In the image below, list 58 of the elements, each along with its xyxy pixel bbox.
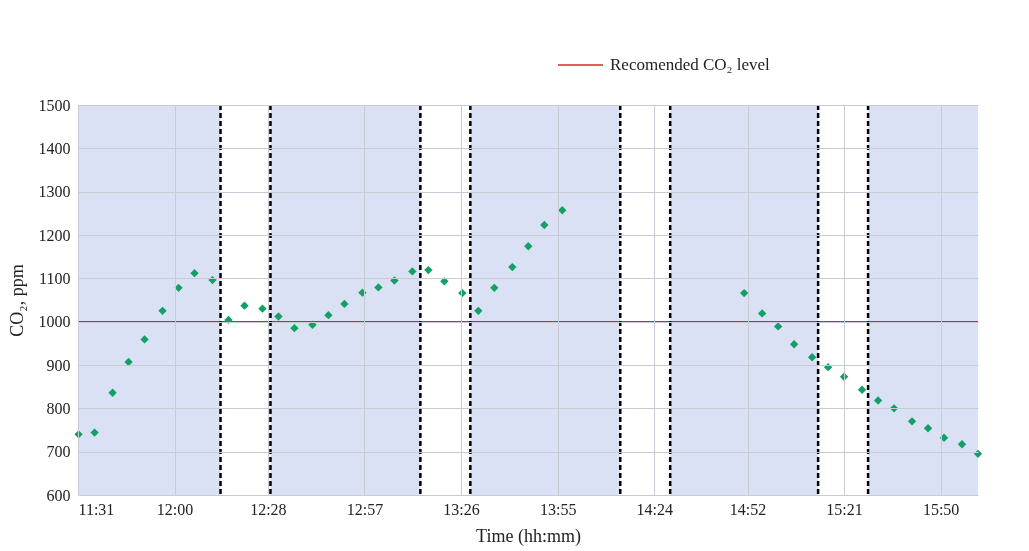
- point: [308, 320, 317, 329]
- legend-label: Recomended CO₂ level: [610, 55, 771, 74]
- point: [440, 277, 449, 286]
- point: [390, 276, 399, 285]
- x-tick-label: 11:31: [78, 500, 115, 518]
- y-tick-label: 700: [46, 443, 71, 461]
- point: [240, 301, 249, 310]
- x-tick-label: 12:28: [250, 500, 287, 518]
- point: [324, 310, 333, 320]
- point: [773, 322, 783, 331]
- y-axis-title: CO₂, ppm: [6, 264, 27, 337]
- y-tick-label: 600: [46, 486, 71, 504]
- y-tick-label: 900: [46, 356, 71, 374]
- y-tick-label: 1500: [38, 96, 71, 114]
- x-tick-label: 13:26: [443, 500, 480, 518]
- point: [358, 288, 367, 297]
- y-tick-label: 1400: [38, 139, 71, 157]
- point: [290, 323, 299, 333]
- x-tick-label: 12:00: [156, 500, 194, 518]
- point: [374, 283, 383, 292]
- point: [957, 440, 967, 449]
- y-tick-label: 1100: [39, 269, 71, 287]
- point: [789, 340, 799, 349]
- point: [524, 242, 533, 251]
- point: [340, 299, 349, 309]
- point: [907, 417, 917, 426]
- point: [923, 424, 933, 433]
- point: [140, 335, 149, 344]
- y-tick-label: 1000: [38, 313, 71, 331]
- y-tick-label: 1300: [38, 183, 71, 201]
- x-tick-label: 14:52: [729, 500, 767, 518]
- point: [873, 396, 883, 405]
- point: [158, 306, 167, 316]
- x-tick-label: 15:50: [922, 500, 960, 518]
- point: [258, 304, 267, 313]
- point: [274, 312, 283, 321]
- point: [408, 267, 417, 276]
- x-axis-title: Time (hh:mm): [476, 525, 581, 547]
- point: [739, 288, 749, 298]
- x-tick-label: 15:21: [826, 500, 863, 518]
- point: [508, 262, 517, 272]
- y-tick-label: 1200: [38, 226, 71, 244]
- point: [424, 265, 433, 275]
- point: [540, 220, 549, 230]
- x-tick-label: 13:55: [539, 500, 577, 518]
- point: [490, 283, 499, 293]
- point: [757, 309, 767, 318]
- x-tick-label: 14:24: [636, 500, 673, 518]
- point: [857, 385, 867, 394]
- point: [558, 206, 567, 215]
- point: [973, 449, 983, 459]
- point: [807, 353, 817, 362]
- point: [190, 268, 199, 278]
- x-tick-label: 12:57: [346, 500, 384, 518]
- point: [474, 306, 483, 316]
- point: [90, 428, 99, 437]
- point: [108, 388, 117, 397]
- y-tick-label: 800: [46, 399, 71, 417]
